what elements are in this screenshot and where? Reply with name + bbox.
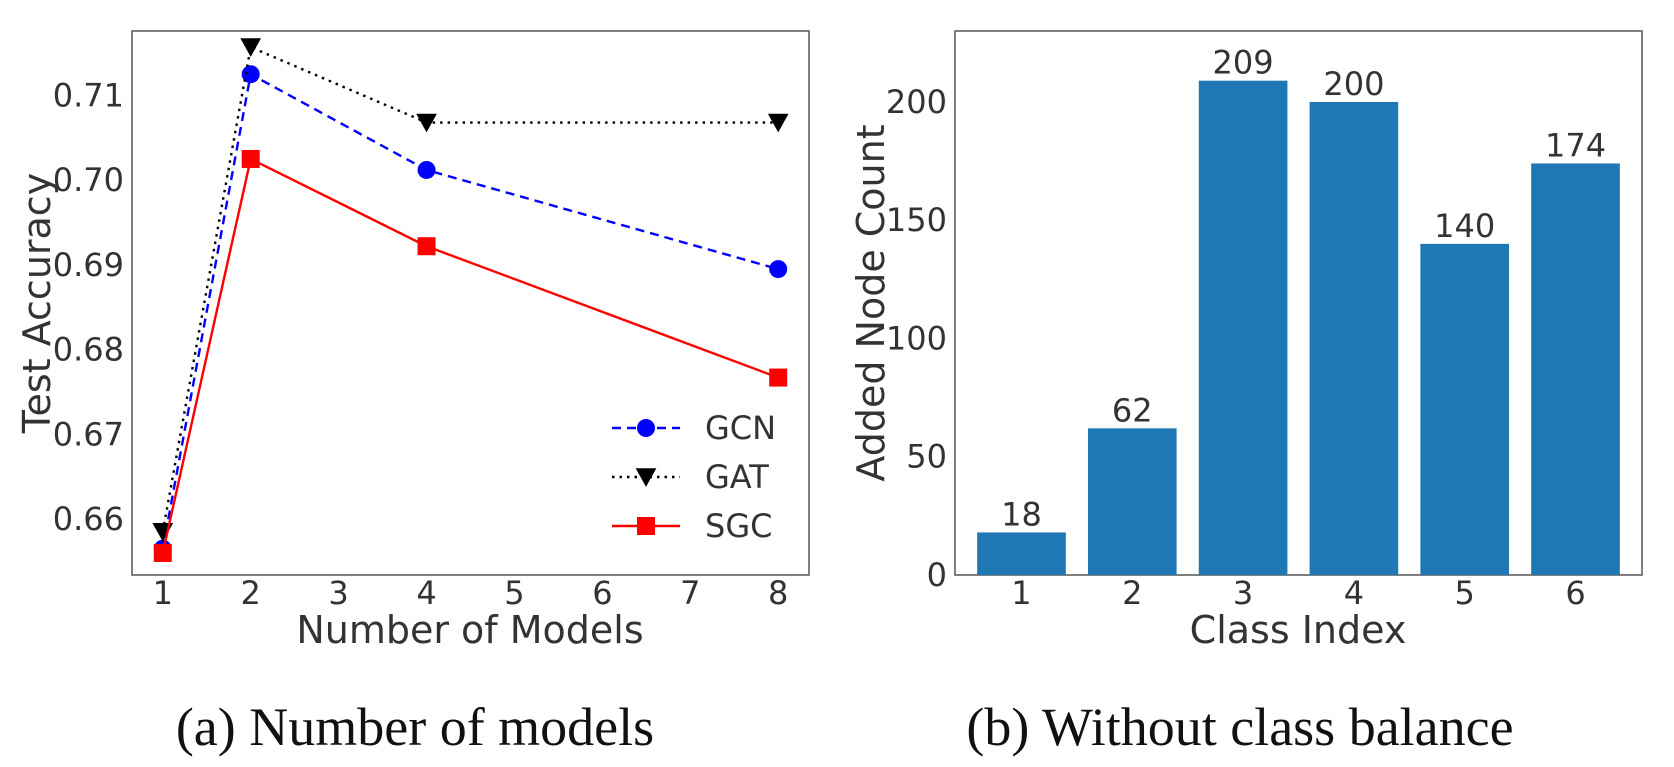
- gat-point: [416, 113, 437, 133]
- y-tick-label: 0: [927, 556, 947, 594]
- gat-point: [767, 113, 789, 133]
- legend-marker: [637, 517, 655, 535]
- bar-class-3: [1198, 80, 1288, 576]
- sgc-point: [417, 237, 436, 256]
- bar-chart-panel: 0 50 100 150 200 18 62 209 200 140 174 1 2 3 4 5 6 Cla…: [849, 30, 1643, 757]
- x-tick-label: 2: [1122, 574, 1142, 612]
- x-tick-label: 3: [1233, 574, 1253, 612]
- gcn-point: [769, 260, 788, 279]
- legend-label: SGC: [705, 507, 772, 545]
- series-gat: [152, 38, 789, 542]
- gat-point: [240, 38, 262, 57]
- bar-class-6: [1531, 163, 1620, 575]
- x-tick-label: 4: [1344, 574, 1364, 612]
- bar-value-label: 174: [1545, 126, 1606, 164]
- bar-value-label: 140: [1434, 207, 1495, 245]
- y-axis-ticks: 0.66 0.67 0.68 0.69 0.70 0.71: [53, 76, 124, 538]
- bar-class-5: [1420, 243, 1510, 575]
- y-tick-label: 0.67: [53, 415, 124, 453]
- sgc-point: [769, 368, 788, 387]
- x-tick-label: 8: [768, 574, 788, 612]
- sgc-point: [241, 149, 260, 168]
- sgc-line: [161, 157, 779, 554]
- legend-label: GAT: [705, 458, 769, 496]
- gat-line: [161, 45, 779, 532]
- bar-class-2: [1087, 428, 1177, 575]
- legend-entry-sgc: SGC: [612, 507, 772, 545]
- plot-area-frame: [954, 30, 1643, 576]
- legend-label: GCN: [705, 409, 776, 447]
- plot-area-frame: [131, 30, 810, 576]
- x-axis-ticks: 1 2 3 4 5 6 7 8: [153, 574, 789, 612]
- x-tick-label: 6: [1565, 574, 1585, 612]
- y-axis-ticks: 0 50 100 150 200: [886, 83, 947, 594]
- x-tick-label: 5: [504, 574, 524, 612]
- y-tick-label: 150: [886, 201, 947, 239]
- x-tick-label: 1: [1011, 574, 1031, 612]
- bar-value-label: 62: [1112, 391, 1153, 429]
- y-tick-label: 0.66: [53, 500, 124, 538]
- bar-value-label: 18: [1001, 495, 1042, 533]
- x-axis-label: Class Index: [1190, 608, 1407, 652]
- bar-value-label: 200: [1323, 65, 1384, 103]
- series-sgc: [153, 149, 788, 562]
- x-tick-label: 7: [680, 574, 700, 612]
- caption-a: (a) Number of models: [176, 697, 654, 757]
- legend-entry-gat: GAT: [612, 458, 769, 496]
- x-tick-label: 2: [241, 574, 261, 612]
- y-tick-label: 200: [886, 83, 947, 121]
- y-tick-label: 0.70: [53, 161, 124, 199]
- x-axis-ticks: 1 2 3 4 5 6: [1011, 574, 1585, 612]
- sgc-point: [153, 543, 172, 562]
- gcn-point: [417, 160, 436, 179]
- series-group: [152, 38, 789, 562]
- y-axis-label: Test Accuracy: [15, 173, 59, 434]
- y-tick-label: 50: [906, 438, 947, 476]
- y-tick-label: 100: [886, 319, 947, 357]
- x-tick-label: 6: [592, 574, 612, 612]
- x-tick-label: 3: [328, 574, 348, 612]
- bar-class-4: [1309, 101, 1399, 576]
- x-axis-label: Number of Models: [296, 608, 643, 652]
- legend: GCN GAT SGC: [612, 409, 776, 545]
- gcn-point: [241, 65, 260, 84]
- y-tick-label: 0.68: [53, 331, 124, 369]
- bar-value-label: 209: [1213, 44, 1274, 82]
- legend-marker: [637, 419, 655, 437]
- y-tick-label: 0.71: [53, 76, 124, 114]
- x-tick-label: 1: [153, 574, 173, 612]
- x-tick-label: 5: [1455, 574, 1475, 612]
- y-tick-label: 0.69: [53, 246, 124, 284]
- y-axis-label: Added Node Count: [849, 124, 893, 481]
- gcn-line: [161, 72, 779, 549]
- legend-entry-gcn: GCN: [612, 409, 776, 447]
- bar-class-1: [977, 532, 1066, 575]
- series-gcn: [153, 65, 788, 558]
- line-chart-panel: 0.66 0.67 0.68 0.69 0.70 0.71 1 2 3 4 5 6 7 8 Number…: [15, 30, 810, 757]
- x-tick-label: 4: [416, 574, 436, 612]
- bars-group: 18 62 209 200 140 174: [977, 44, 1620, 576]
- legend-marker: [635, 468, 657, 487]
- caption-b: (b) Without class balance: [966, 697, 1513, 757]
